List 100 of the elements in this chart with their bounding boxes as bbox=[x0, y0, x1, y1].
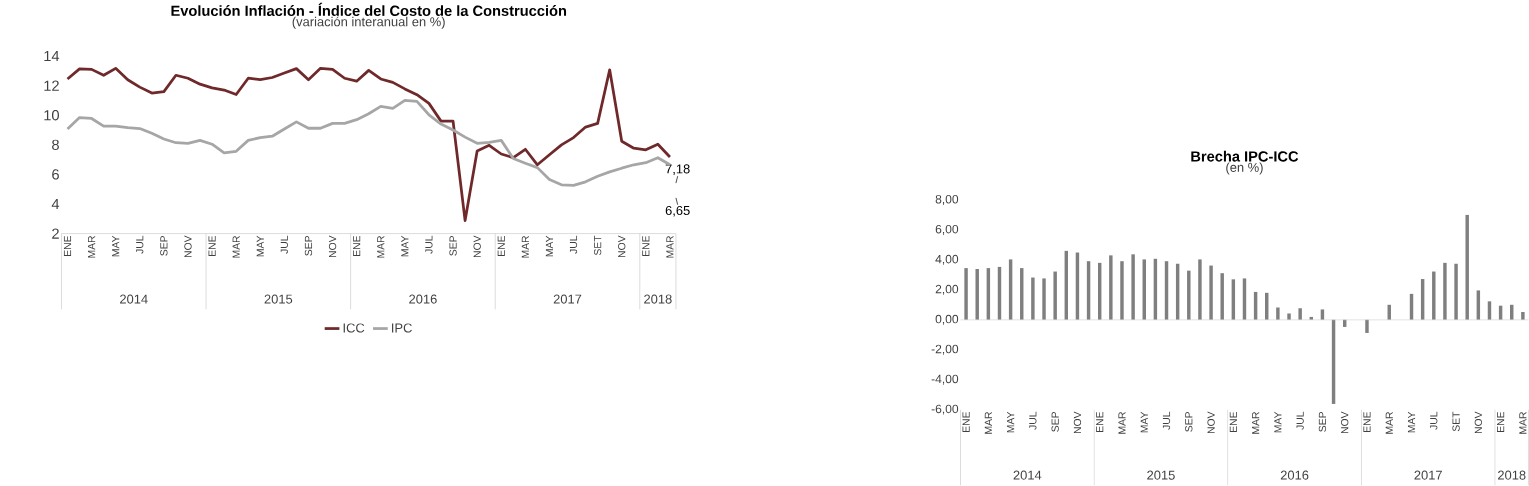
x-tick-label: NOV bbox=[1073, 411, 1082, 434]
x-tick-label: SET bbox=[593, 235, 602, 256]
bar bbox=[1209, 265, 1213, 320]
text: 2014 bbox=[120, 294, 148, 304]
x-tick-label: MAY bbox=[1407, 411, 1416, 433]
bar bbox=[1220, 273, 1224, 320]
bar bbox=[964, 268, 968, 320]
x-tick-label: SEP bbox=[1051, 412, 1059, 432]
chart-subtitle: (en %) bbox=[1226, 162, 1263, 175]
x-tick-label: MAR bbox=[1252, 412, 1260, 434]
x-tick-label: ENE bbox=[63, 236, 72, 256]
bar bbox=[1109, 255, 1113, 320]
x-tick-label: ENE bbox=[1363, 412, 1371, 433]
x-tick-label: JUL bbox=[136, 235, 144, 254]
x-tick-label: JUL bbox=[1162, 411, 1171, 430]
x-tick-label: ENE bbox=[642, 236, 650, 256]
x-tick-label: MAY bbox=[1140, 411, 1148, 433]
x-tick-label: MAR bbox=[377, 236, 385, 258]
x-tick-label: ENE bbox=[208, 236, 216, 256]
x-tick-label: NOV bbox=[1207, 411, 1215, 434]
x-tick-label: MAR bbox=[1385, 412, 1393, 434]
y-tick-label: 12 bbox=[44, 80, 59, 91]
x-tick-label: JUL bbox=[280, 235, 288, 254]
x-tick-label: JUL bbox=[1430, 411, 1438, 430]
bar bbox=[1042, 278, 1046, 320]
x-tick-label: MAR bbox=[1519, 412, 1527, 434]
x-tick-label: MAY bbox=[401, 235, 409, 257]
text: 2016 bbox=[409, 294, 437, 304]
bar bbox=[1276, 307, 1280, 320]
chart-subtitle: (variación interanual en %) bbox=[292, 16, 445, 29]
x-tick-label: NOV bbox=[1341, 411, 1349, 434]
y-tick-label: 0,00 bbox=[935, 314, 959, 325]
bar bbox=[1521, 312, 1525, 320]
bar bbox=[1031, 277, 1035, 320]
bar bbox=[1198, 259, 1202, 320]
x-tick-label: JUL bbox=[425, 235, 433, 254]
text: 2018 bbox=[1498, 470, 1526, 480]
x-tick-label: SEP bbox=[304, 236, 313, 256]
x-tick-label: JUL bbox=[1029, 411, 1037, 430]
x-tick-label: SEP bbox=[1318, 412, 1327, 432]
bar bbox=[975, 269, 979, 320]
y-tick-label: 8,00 bbox=[935, 195, 959, 206]
text: 2017 bbox=[1414, 470, 1442, 480]
x-tick-label: SEP bbox=[449, 236, 457, 256]
x-tick-label: NOV bbox=[1474, 411, 1482, 434]
y-tick-label: -2,00 bbox=[931, 344, 959, 355]
x-tick-label: ENE bbox=[497, 236, 505, 256]
chart-title: Brecha IPC-ICC bbox=[1191, 150, 1299, 162]
x-tick-label: MAY bbox=[1274, 411, 1282, 433]
x-tick-label: NOV bbox=[184, 235, 192, 258]
x-tick-label: MAY bbox=[1007, 411, 1015, 433]
x-tick-label: MAY bbox=[112, 235, 120, 257]
x-tick-label: SET bbox=[1452, 411, 1460, 432]
x-tick-label: SEP bbox=[1185, 412, 1193, 432]
x-tick-label: ENE bbox=[1497, 412, 1505, 433]
x-tick-label: MAR bbox=[666, 236, 674, 258]
x-tick-label: JUL bbox=[569, 235, 578, 254]
x-tick-label: MAR bbox=[88, 236, 96, 258]
bar bbox=[1443, 262, 1447, 320]
x-tick-label: MAR bbox=[232, 236, 240, 258]
y-tick-label: -4,00 bbox=[931, 374, 959, 385]
y-tick-label: 8 bbox=[52, 139, 59, 151]
x-tick-label: MAR bbox=[984, 412, 992, 434]
x-tick-label: NOV bbox=[473, 235, 481, 258]
bar bbox=[1432, 271, 1436, 320]
bar bbox=[1287, 313, 1291, 320]
bar bbox=[1053, 271, 1057, 320]
bar bbox=[1131, 254, 1135, 320]
x-tick-label: ENE bbox=[1229, 412, 1237, 433]
y-tick-label: 4,00 bbox=[935, 254, 959, 265]
data-label: 7,18 bbox=[665, 164, 690, 176]
text: 2016 bbox=[1280, 470, 1309, 480]
bar bbox=[1187, 270, 1191, 320]
y-tick-label: 10 bbox=[44, 110, 59, 121]
y-tick-label: 4 bbox=[51, 199, 60, 210]
x-tick-label: ENE bbox=[1096, 412, 1104, 433]
text: 2017 bbox=[553, 294, 582, 304]
text: 2018 bbox=[644, 294, 672, 304]
x-tick-label: ENE bbox=[962, 412, 970, 433]
y-tick-label: 6,00 bbox=[935, 225, 959, 235]
bar bbox=[1298, 308, 1302, 320]
x-tick-label: NOV bbox=[618, 235, 626, 258]
text: 2014 bbox=[1013, 470, 1042, 480]
bar bbox=[1465, 215, 1469, 320]
x-tick-label: MAY bbox=[256, 235, 264, 257]
y-tick-label: -6,00 bbox=[931, 404, 959, 415]
x-tick-label: SEP bbox=[160, 236, 168, 256]
y-tick-label: 2 bbox=[52, 228, 59, 239]
bar bbox=[1365, 319, 1369, 334]
x-tick-label: JUL bbox=[1296, 411, 1304, 430]
x-tick-label: ENE bbox=[353, 236, 361, 256]
y-tick-label: 6 bbox=[52, 169, 59, 180]
y-tick-label: 14 bbox=[44, 51, 60, 62]
legend-label: IPC bbox=[392, 323, 412, 333]
text: 2015 bbox=[1147, 470, 1175, 480]
y-tick-label: 2,00 bbox=[935, 284, 959, 295]
bar bbox=[1120, 261, 1124, 320]
x-tick-label: MAY bbox=[545, 235, 553, 257]
x-tick-label: MAR bbox=[521, 236, 529, 258]
bar bbox=[1454, 263, 1458, 320]
